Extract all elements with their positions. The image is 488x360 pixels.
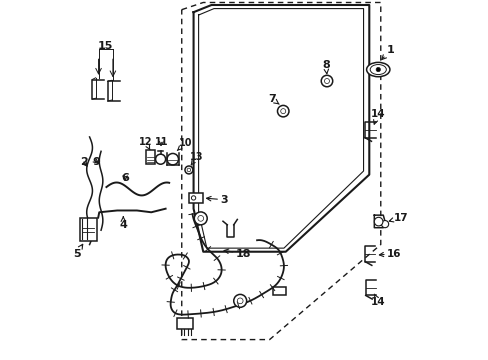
Circle shape bbox=[373, 217, 382, 226]
Text: 11: 11 bbox=[154, 138, 168, 147]
Text: 6: 6 bbox=[121, 173, 129, 183]
Text: 7: 7 bbox=[268, 94, 279, 104]
Ellipse shape bbox=[366, 62, 389, 77]
Text: 10: 10 bbox=[177, 138, 192, 150]
Text: 17: 17 bbox=[388, 213, 407, 222]
Text: 3: 3 bbox=[206, 195, 227, 205]
Bar bbox=[80, 218, 97, 241]
Circle shape bbox=[321, 75, 332, 87]
Circle shape bbox=[155, 154, 165, 164]
Text: 8: 8 bbox=[322, 60, 329, 74]
Text: 4: 4 bbox=[119, 217, 127, 230]
Text: 16: 16 bbox=[379, 248, 401, 258]
Circle shape bbox=[184, 166, 192, 174]
Circle shape bbox=[167, 153, 178, 165]
Circle shape bbox=[194, 212, 207, 225]
Circle shape bbox=[198, 216, 203, 221]
Circle shape bbox=[280, 109, 285, 114]
Circle shape bbox=[237, 298, 243, 304]
Circle shape bbox=[381, 221, 388, 228]
Circle shape bbox=[324, 78, 329, 84]
Text: 18: 18 bbox=[224, 248, 250, 258]
Bar bbox=[177, 318, 193, 329]
Text: 12: 12 bbox=[139, 138, 152, 150]
Circle shape bbox=[191, 196, 195, 200]
Text: 1: 1 bbox=[381, 45, 394, 59]
Bar bbox=[273, 287, 285, 296]
Text: 15: 15 bbox=[98, 41, 113, 50]
Ellipse shape bbox=[369, 64, 386, 75]
Text: 9: 9 bbox=[93, 157, 101, 167]
Bar bbox=[188, 193, 202, 203]
Text: 14: 14 bbox=[370, 294, 385, 307]
Text: 14: 14 bbox=[370, 109, 385, 124]
Circle shape bbox=[375, 67, 380, 72]
Text: 13: 13 bbox=[190, 152, 203, 165]
Circle shape bbox=[277, 105, 288, 117]
Text: 2: 2 bbox=[80, 157, 87, 167]
Circle shape bbox=[187, 168, 190, 172]
Circle shape bbox=[233, 294, 246, 307]
Bar bbox=[145, 150, 155, 164]
Text: 5: 5 bbox=[73, 244, 82, 258]
